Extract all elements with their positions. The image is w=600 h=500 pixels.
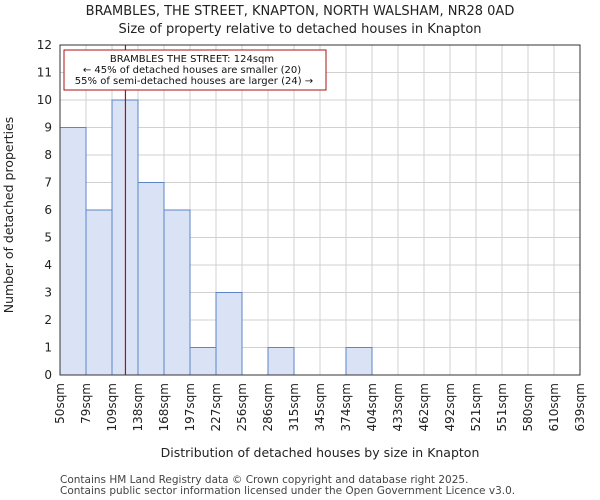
annotation-box: BRAMBLES THE STREET: 124sqm ← 45% of det… — [63, 49, 327, 91]
histogram-bar — [163, 209, 191, 376]
y-tick-label: 4 — [44, 258, 52, 272]
x-tick-labels: 50sqm 79sqm 109sqm 138sqm 168sqm 197sqm 227sqm… — [53, 383, 587, 431]
y-tick-label: 0 — [44, 368, 52, 382]
histogram-bar — [345, 347, 373, 376]
annotation-line-2: ← 45% of detached houses are smaller (20… — [83, 65, 301, 76]
y-tick-label: 9 — [44, 121, 52, 135]
x-axis-label: Distribution of detached houses by size … — [161, 445, 480, 460]
y-tick-label: 5 — [44, 231, 52, 245]
annotation-frame — [63, 49, 327, 91]
x-tick-label: 639sqm — [573, 383, 587, 431]
histogram-bar — [59, 127, 87, 376]
y-tick-label: 6 — [44, 203, 52, 217]
x-tick-label: 168sqm — [157, 383, 171, 431]
footer-line-1: Contains HM Land Registry data © Crown c… — [60, 474, 468, 486]
x-tick-label: 227sqm — [209, 383, 223, 431]
y-tick-label: 10 — [37, 93, 52, 107]
histogram-bar — [189, 347, 217, 376]
x-tick-label: 521sqm — [469, 383, 483, 431]
footer-line-2: Contains public sector information licen… — [60, 485, 515, 497]
x-tick-label: 197sqm — [183, 383, 197, 431]
y-tick-label: 3 — [44, 286, 52, 300]
x-tick-label: 315sqm — [287, 383, 301, 431]
y-axis-label: Number of detached properties — [1, 117, 16, 314]
x-tick-label: 492sqm — [443, 383, 457, 431]
x-tick-label: 79sqm — [79, 383, 93, 424]
x-tick-label: 109sqm — [105, 383, 119, 431]
y-tick-label: 2 — [44, 313, 52, 327]
annotation-line-1: BRAMBLES THE STREET: 124sqm — [110, 54, 274, 65]
x-tick-label: 433sqm — [391, 383, 405, 431]
y-tick-label: 8 — [44, 148, 52, 162]
bars — [59, 99, 373, 376]
chart-subtitle: Size of property relative to detached ho… — [118, 22, 481, 37]
y-tick-label: 11 — [37, 66, 52, 80]
histogram-bar — [267, 347, 295, 376]
histogram-bar — [137, 182, 165, 376]
annotation-line-3: 55% of semi-detached houses are larger (… — [75, 76, 313, 87]
x-tick-label: 374sqm — [339, 383, 353, 431]
x-tick-label: 345sqm — [313, 383, 327, 431]
x-tick-label: 610sqm — [547, 383, 561, 431]
y-tick-label: 1 — [44, 341, 52, 355]
chart-title: BRAMBLES, THE STREET, KNAPTON, NORTH WAL… — [86, 4, 515, 19]
histogram-bar — [85, 209, 113, 376]
x-tick-label: 286sqm — [261, 383, 275, 431]
x-tick-label: 404sqm — [365, 383, 379, 431]
y-tick-label: 12 — [37, 38, 52, 52]
x-tick-label: 462sqm — [417, 383, 431, 431]
x-tick-label: 256sqm — [235, 383, 249, 431]
x-tick-label: 551sqm — [495, 383, 509, 431]
plot-frame — [59, 44, 581, 376]
x-tick-label: 138sqm — [131, 383, 145, 431]
histogram-bar — [215, 292, 243, 376]
y-tick-label: 7 — [44, 176, 52, 190]
x-tick-label: 50sqm — [53, 383, 67, 424]
x-tick-label: 580sqm — [521, 383, 535, 431]
